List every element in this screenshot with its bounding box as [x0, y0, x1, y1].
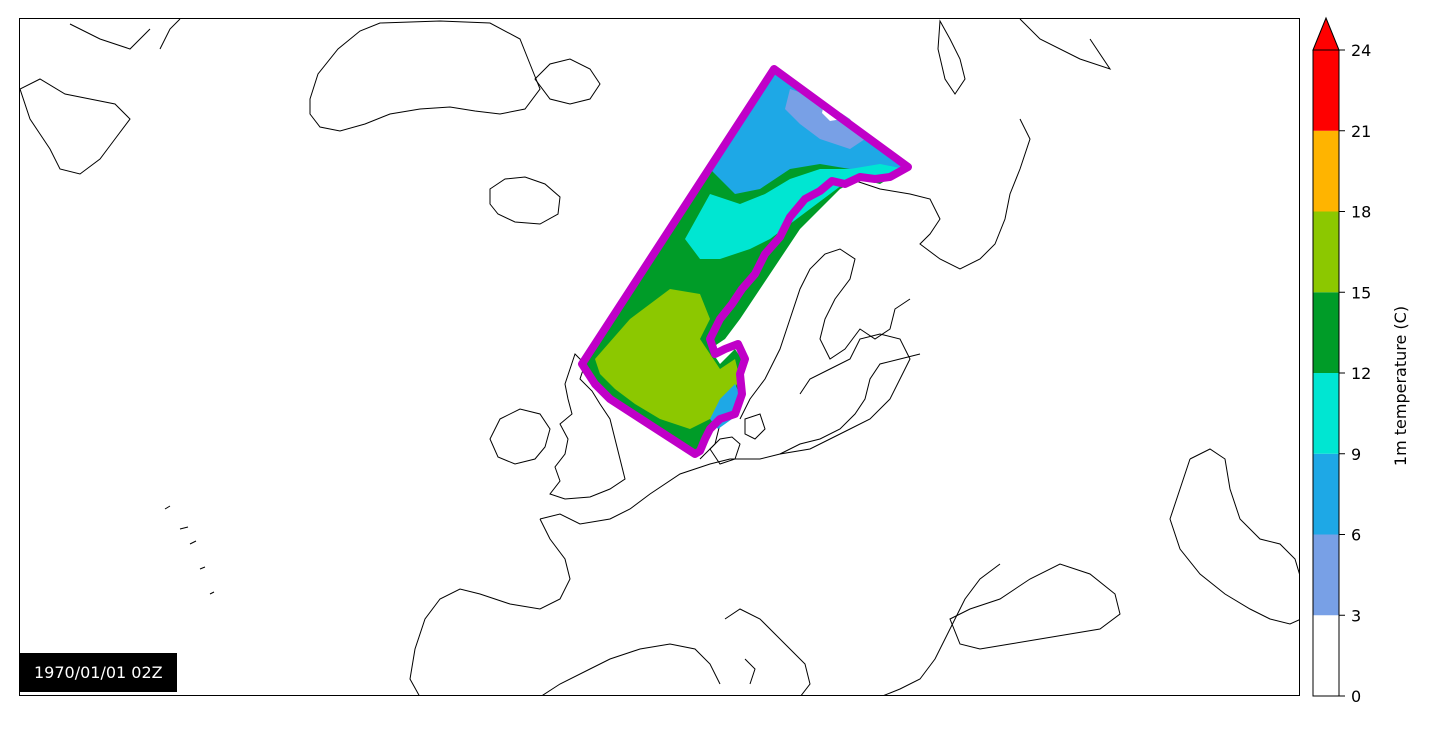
coastline-mediterranean-north — [542, 643, 721, 695]
coastline-great-britain — [549, 353, 626, 500]
coastline-azores — [164, 505, 215, 595]
coastline-denmark — [709, 413, 766, 465]
colorbar-tick-label: 3 — [1351, 606, 1361, 625]
colorbar-tick-label: 24 — [1351, 41, 1371, 60]
colorbar-extend-arrow — [1312, 16, 1340, 51]
colorbar-tick-label: 9 — [1351, 445, 1361, 464]
domain-fill-cool-north — [710, 69, 908, 194]
coastline-ireland — [489, 408, 551, 465]
colorbar-level-3 — [1313, 373, 1339, 454]
colorbar-level-0 — [1313, 615, 1339, 696]
valid-time-label: 1970/01/01 02Z — [20, 653, 177, 692]
coastline-europe-west — [539, 333, 911, 525]
domain-fill-light-blue — [785, 89, 865, 149]
coastline-novaya-zemlya — [937, 19, 1112, 95]
coastline-arctic-islands-west — [20, 19, 181, 175]
colorbar-level-1 — [1313, 534, 1339, 616]
domain-fill-warm-south — [595, 289, 740, 429]
colorbar-level-5 — [1313, 211, 1339, 293]
coastline-kola — [849, 118, 1031, 270]
coastline-iceland — [489, 176, 561, 225]
colorbar-level-7 — [1313, 50, 1339, 131]
colorbar-segments — [1313, 50, 1339, 696]
colorbar-level-4 — [1313, 292, 1339, 373]
coastline-baltic-east — [779, 353, 921, 455]
coastline-balkans — [883, 563, 1001, 695]
temperature-colorbar: 0 3 6 9 12 15 18 21 24 1m temperature (C) — [1312, 16, 1410, 706]
coastline-svalbard — [534, 58, 601, 105]
colorbar-title: 1m temperature (C) — [1391, 306, 1410, 466]
colorbar-tick-label: 15 — [1351, 283, 1371, 302]
coastline-caspian — [1169, 448, 1299, 625]
map-panel — [19, 18, 1300, 696]
coastline-greenland — [309, 20, 541, 132]
model-domain-outline — [578, 65, 912, 458]
map-canvas — [20, 19, 1299, 695]
coastline-sweden-finland — [739, 248, 911, 420]
coastline-italy — [724, 608, 811, 695]
colorbar-tick-label: 0 — [1351, 687, 1361, 706]
colorbar-tick-label: 12 — [1351, 364, 1371, 383]
colorbar-tick-label: 6 — [1351, 526, 1361, 545]
colorbar-tick-label: 18 — [1351, 203, 1371, 222]
colorbar-level-2 — [1313, 453, 1339, 535]
colorbar-ticks: 0 3 6 9 12 15 18 21 24 — [1339, 41, 1371, 706]
colorbar-tick-label: 21 — [1351, 122, 1371, 141]
coastline-black-sea — [949, 563, 1121, 650]
colorbar-level-6 — [1313, 130, 1339, 212]
coastline-france-iberia — [409, 518, 571, 695]
